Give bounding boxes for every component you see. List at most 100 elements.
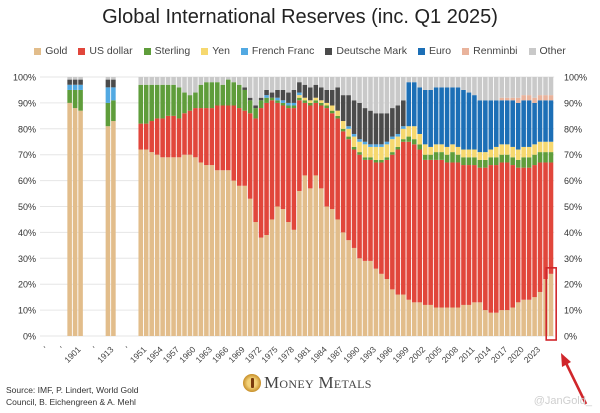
bar-segment-gold [154, 154, 160, 336]
bar-segment-yen [390, 139, 395, 153]
bar-segment-euro [477, 100, 483, 153]
bar-segment-other [406, 77, 412, 83]
bar-segment-renminbi [543, 95, 548, 101]
bar-segment-us-dollar [329, 113, 335, 210]
x-tick-label: 1984 [308, 344, 329, 365]
bar-segment-yen [477, 152, 483, 160]
bar-segment-gold [521, 299, 526, 336]
bar-segment-other [138, 77, 144, 85]
bar-segment-sterling [329, 110, 335, 114]
bar-segment-deutsche-mark [390, 108, 395, 137]
bar-segment-deutsche-mark [269, 92, 275, 98]
bar-segment-us-dollar [526, 167, 532, 300]
bar-segment-us-dollar [154, 118, 160, 155]
bar-segment-deutsche-mark [264, 89, 269, 96]
bar-segment-sterling [494, 157, 499, 166]
bar-segment-sterling [395, 146, 401, 150]
y-tick-label-right: 80% [564, 124, 582, 134]
bar-segment-gold [275, 206, 280, 336]
bar-segment-euro [422, 89, 428, 145]
bar-segment-other [373, 77, 379, 114]
bar-segment-other [198, 77, 204, 85]
bar-segment-other [275, 77, 280, 90]
bar-segment-sterling [253, 108, 258, 119]
bar-segment-other [269, 77, 275, 93]
bar-segment-other [368, 77, 373, 111]
bar-segment-other [439, 77, 444, 88]
bar-segment-sterling [269, 97, 275, 101]
bar-segment-deutsche-mark [275, 89, 280, 98]
bar-segment-deutsche-mark [297, 82, 302, 93]
bar-segment-sterling [78, 89, 83, 111]
bar-segment-euro [543, 100, 548, 142]
bar-segment-euro [444, 87, 450, 147]
legend-swatch [143, 47, 151, 55]
bar-segment-sterling [215, 82, 220, 106]
bar-segment-yen [466, 149, 472, 158]
bar-segment-other [488, 77, 494, 101]
bar-segment-yen [346, 128, 351, 137]
bar-segment-other [532, 77, 537, 98]
bar-segment-sterling [176, 87, 182, 119]
bar-segment-sterling [67, 89, 72, 103]
bar-segment-sterling [433, 152, 439, 160]
bar-segment-yen [318, 100, 324, 103]
bar-segment-other [308, 77, 313, 88]
bar-segment-deutsche-mark [329, 89, 335, 106]
y-tick-label-left: 50% [18, 202, 36, 212]
bar-segment-us-dollar [450, 162, 455, 308]
x-tick-label: 1978 [276, 344, 297, 365]
bar-segment-french-franc [275, 97, 280, 101]
bar-segment-gold [258, 237, 264, 336]
bar-segment-other [494, 77, 499, 101]
bar-segment-gold [67, 102, 72, 337]
bar-segment-gold [187, 154, 193, 336]
bar-segment-other [543, 77, 548, 96]
bar-segment-gold [510, 307, 515, 336]
bar-segment-euro [466, 92, 472, 150]
legend-item: Other [528, 45, 566, 57]
bar-segment-other [483, 77, 488, 101]
bar-segment-gold [247, 198, 253, 336]
bar-segment-other [357, 77, 362, 103]
bar-segment-gold [379, 273, 384, 336]
bar-segment-gold [504, 310, 510, 336]
bar-segment-french-franc [395, 133, 401, 137]
bar-segment-yen [324, 102, 330, 106]
bar-segment-gold [242, 185, 247, 336]
bar-segment-sterling [171, 84, 176, 116]
bar-segment-gold [160, 157, 165, 336]
bar-segment-other [187, 77, 193, 96]
bar-segment-sterling [280, 102, 286, 106]
bar-segment-yen [422, 144, 428, 155]
bar-segment-sterling [154, 84, 160, 119]
legend-label: French Franc [251, 45, 315, 57]
bar-segment-deutsche-mark [72, 79, 78, 85]
bar-segment-other [313, 77, 319, 85]
bar-segment-sterling [286, 105, 291, 109]
author-handle: @JanGold_ [533, 395, 592, 407]
money-metals-logo: Money Metals [243, 373, 372, 393]
bar-segment-gold [472, 302, 477, 336]
bar-segment-other [515, 77, 521, 98]
legend-item: Sterling [143, 45, 190, 57]
bar-segment-gold [515, 302, 521, 336]
x-tick-label: 2011 [457, 344, 477, 364]
bar-segment-us-dollar [335, 118, 340, 220]
bar-segment-us-dollar [494, 165, 499, 313]
bar-segment-us-dollar [466, 165, 472, 305]
x-tick-label: 2014 [473, 344, 494, 365]
bar-segment-us-dollar [220, 105, 226, 171]
bar-segment-gold [428, 304, 433, 336]
bar-segment-us-dollar [472, 165, 477, 303]
bar-segment-sterling [406, 136, 412, 142]
bar-segment-other [335, 77, 340, 88]
bar-segment-other [472, 77, 477, 96]
legend-swatch [201, 47, 209, 55]
bar-segment-deutsche-mark [308, 87, 313, 101]
y-tick-label-left: 40% [18, 228, 36, 238]
bar-segment-gold [439, 307, 444, 336]
bar-segment-yen [532, 144, 537, 155]
x-tick-label: 1963 [194, 344, 215, 365]
bar-segment-other [504, 77, 510, 98]
